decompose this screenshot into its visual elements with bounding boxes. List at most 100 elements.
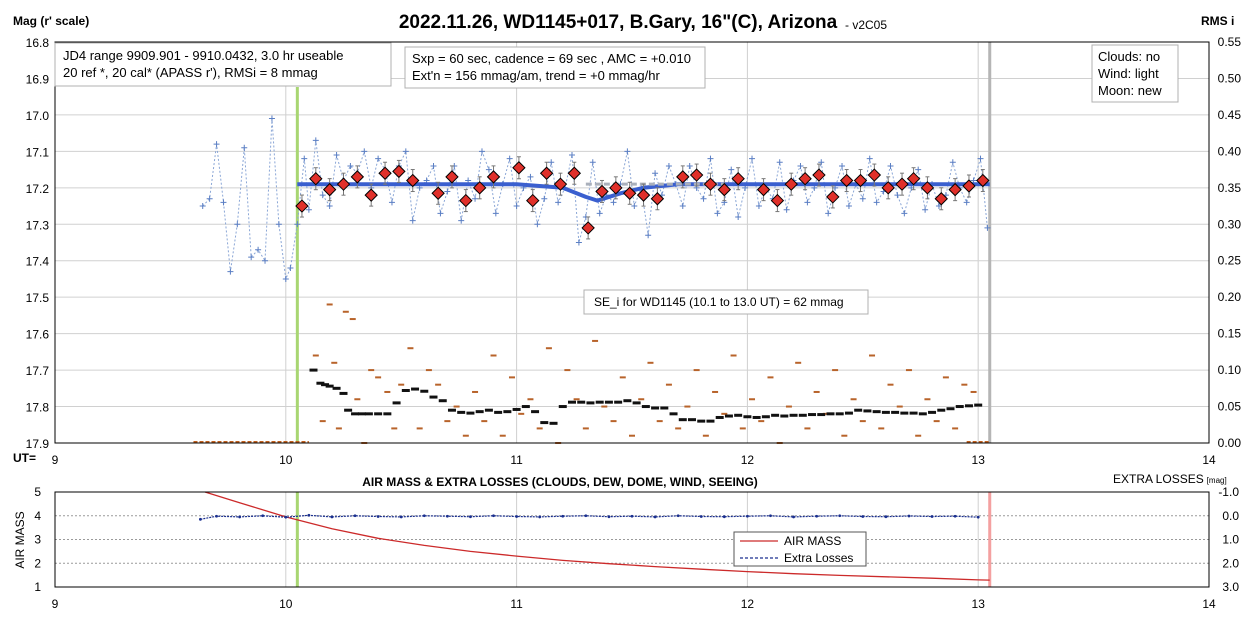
info-box-2-line-1: Sxp = 60 sec, cadence = 69 sec , AMC = +… bbox=[412, 51, 691, 66]
extra-losses-point bbox=[284, 515, 288, 519]
unbinned-point bbox=[797, 162, 804, 169]
unbinned-point bbox=[679, 203, 686, 210]
extra-losses-point bbox=[769, 514, 772, 518]
info-box-3-line-1: Clouds: no bbox=[1098, 49, 1160, 64]
annotation-se: SE_i for WD1145 (10.1 to 13.0 UT) = 62 m… bbox=[583, 289, 869, 315]
unbinned-point bbox=[894, 192, 901, 199]
unbinned-point bbox=[444, 188, 451, 195]
unbinned-point bbox=[714, 210, 721, 217]
unbinned-point bbox=[818, 159, 825, 166]
legend-extra-losses: Extra Losses bbox=[784, 551, 853, 565]
x-tick-label: 12 bbox=[741, 453, 755, 467]
airmass-line bbox=[204, 491, 990, 581]
unbinned-point bbox=[220, 199, 227, 206]
bottom-x-tick-label: 10 bbox=[279, 597, 293, 611]
unbinned-point bbox=[241, 144, 248, 151]
binned-point bbox=[934, 192, 948, 206]
bottom-chart-title: AIR MASS & EXTRA LOSSES (CLOUDS, DEW, DO… bbox=[362, 475, 758, 489]
extra-losses-point bbox=[307, 513, 311, 517]
bottom-legend: AIR MASS Extra Losses bbox=[733, 531, 867, 567]
unbinned-point bbox=[866, 155, 873, 162]
binned-point bbox=[512, 161, 526, 175]
bottom-y-tick-right: 1.0 bbox=[1222, 533, 1239, 547]
binned-point bbox=[636, 188, 651, 202]
binned-point bbox=[472, 181, 487, 195]
extra-losses-point bbox=[445, 514, 449, 518]
bottom-y-tick-left: 5 bbox=[34, 485, 41, 499]
extra-losses-point bbox=[199, 517, 202, 521]
binned-point bbox=[406, 173, 420, 188]
top-series bbox=[193, 115, 991, 444]
chart-version: - v2C05 bbox=[845, 18, 887, 32]
unbinned-point bbox=[234, 221, 241, 228]
binned-point bbox=[392, 164, 406, 179]
x-tick-label: 9 bbox=[52, 453, 59, 467]
binned-point bbox=[609, 181, 623, 195]
unbinned-point bbox=[347, 162, 354, 169]
bottom-right-label-main: EXTRA LOSSES bbox=[1113, 472, 1204, 486]
unbinned-point bbox=[409, 217, 416, 224]
unbinned-point bbox=[548, 159, 555, 166]
unbinned-point bbox=[700, 195, 707, 202]
binned-point bbox=[881, 181, 895, 195]
binned-point bbox=[459, 193, 473, 208]
binned-point bbox=[731, 171, 745, 186]
unbinned-point bbox=[458, 217, 465, 224]
y-tick-label-left: 17.9 bbox=[26, 437, 50, 451]
y-tick-label-left: 17.5 bbox=[26, 291, 50, 305]
unbinned-point bbox=[915, 166, 922, 173]
x-axis-label: UT= bbox=[13, 451, 36, 465]
extra-losses-point bbox=[976, 515, 980, 519]
binned-point bbox=[812, 168, 826, 182]
unbinned-point bbox=[255, 246, 262, 253]
unbinned-point bbox=[735, 213, 742, 220]
binned-point bbox=[770, 193, 785, 208]
extra-losses-point bbox=[884, 515, 888, 519]
annotation-se-text: SE_i for WD1145 (10.1 to 13.0 UT) = 62 m… bbox=[594, 295, 844, 309]
bottom-series bbox=[199, 491, 990, 581]
info-box-1-line-2: 20 ref *, 20 cal* (APASS r'), RMSi = 8 m… bbox=[63, 65, 318, 80]
binned-point bbox=[595, 184, 609, 199]
unbinned-point bbox=[887, 162, 894, 169]
unbinned-point bbox=[804, 199, 811, 206]
extra-losses-point bbox=[215, 514, 218, 518]
unbinned-point bbox=[485, 166, 492, 173]
info-box-jd-range: JD4 range 9909.901 - 9910.0432, 3.0 hr u… bbox=[54, 42, 392, 87]
binned-point bbox=[906, 171, 921, 186]
unbinned-point bbox=[227, 268, 234, 275]
unbinned-point bbox=[859, 195, 866, 202]
extra-losses-point bbox=[584, 514, 588, 518]
unbinned-point bbox=[294, 221, 301, 228]
bottom-y-tick-right: -1.0 bbox=[1218, 485, 1239, 499]
unbinned-point bbox=[728, 166, 735, 173]
extra-losses-point bbox=[953, 514, 957, 518]
extra-losses-point bbox=[561, 514, 565, 518]
bottom-y-axis-label: AIR MASS bbox=[13, 511, 27, 568]
unbinned-point bbox=[527, 173, 534, 180]
unbinned-point bbox=[333, 152, 340, 159]
extra-losses-point bbox=[630, 514, 634, 518]
info-box-1-line-1: JD4 range 9909.901 - 9910.0432, 3.0 hr u… bbox=[63, 48, 343, 63]
binned-point bbox=[650, 192, 665, 206]
unbinned-point bbox=[262, 257, 269, 264]
y-tick-label-right: 0.50 bbox=[1218, 71, 1242, 85]
unbinned-point bbox=[506, 155, 513, 162]
bottom-markers bbox=[295, 492, 992, 587]
unbinned-point bbox=[575, 239, 582, 246]
binned-point bbox=[895, 177, 909, 191]
extra-losses-point bbox=[492, 514, 495, 518]
info-box-exposure: Sxp = 60 sec, cadence = 69 sec , AMC = +… bbox=[404, 46, 706, 89]
x-tick-label: 14 bbox=[1202, 453, 1216, 467]
y-tick-label-right: 0.00 bbox=[1218, 436, 1242, 450]
info-box-3-line-3: Moon: new bbox=[1098, 83, 1162, 98]
unbinned-point bbox=[984, 224, 991, 231]
y-tick-label-right: 0.55 bbox=[1218, 35, 1242, 49]
x-tick-label: 13 bbox=[972, 453, 986, 467]
binned-point bbox=[526, 193, 540, 208]
bottom-y-tick-left: 1 bbox=[34, 580, 41, 594]
extra-losses-point bbox=[699, 515, 703, 518]
y-tick-label-right: 0.05 bbox=[1218, 400, 1242, 414]
unbinned-point bbox=[610, 199, 617, 206]
extra-losses-point bbox=[515, 515, 518, 518]
unbinned-point bbox=[282, 275, 289, 282]
